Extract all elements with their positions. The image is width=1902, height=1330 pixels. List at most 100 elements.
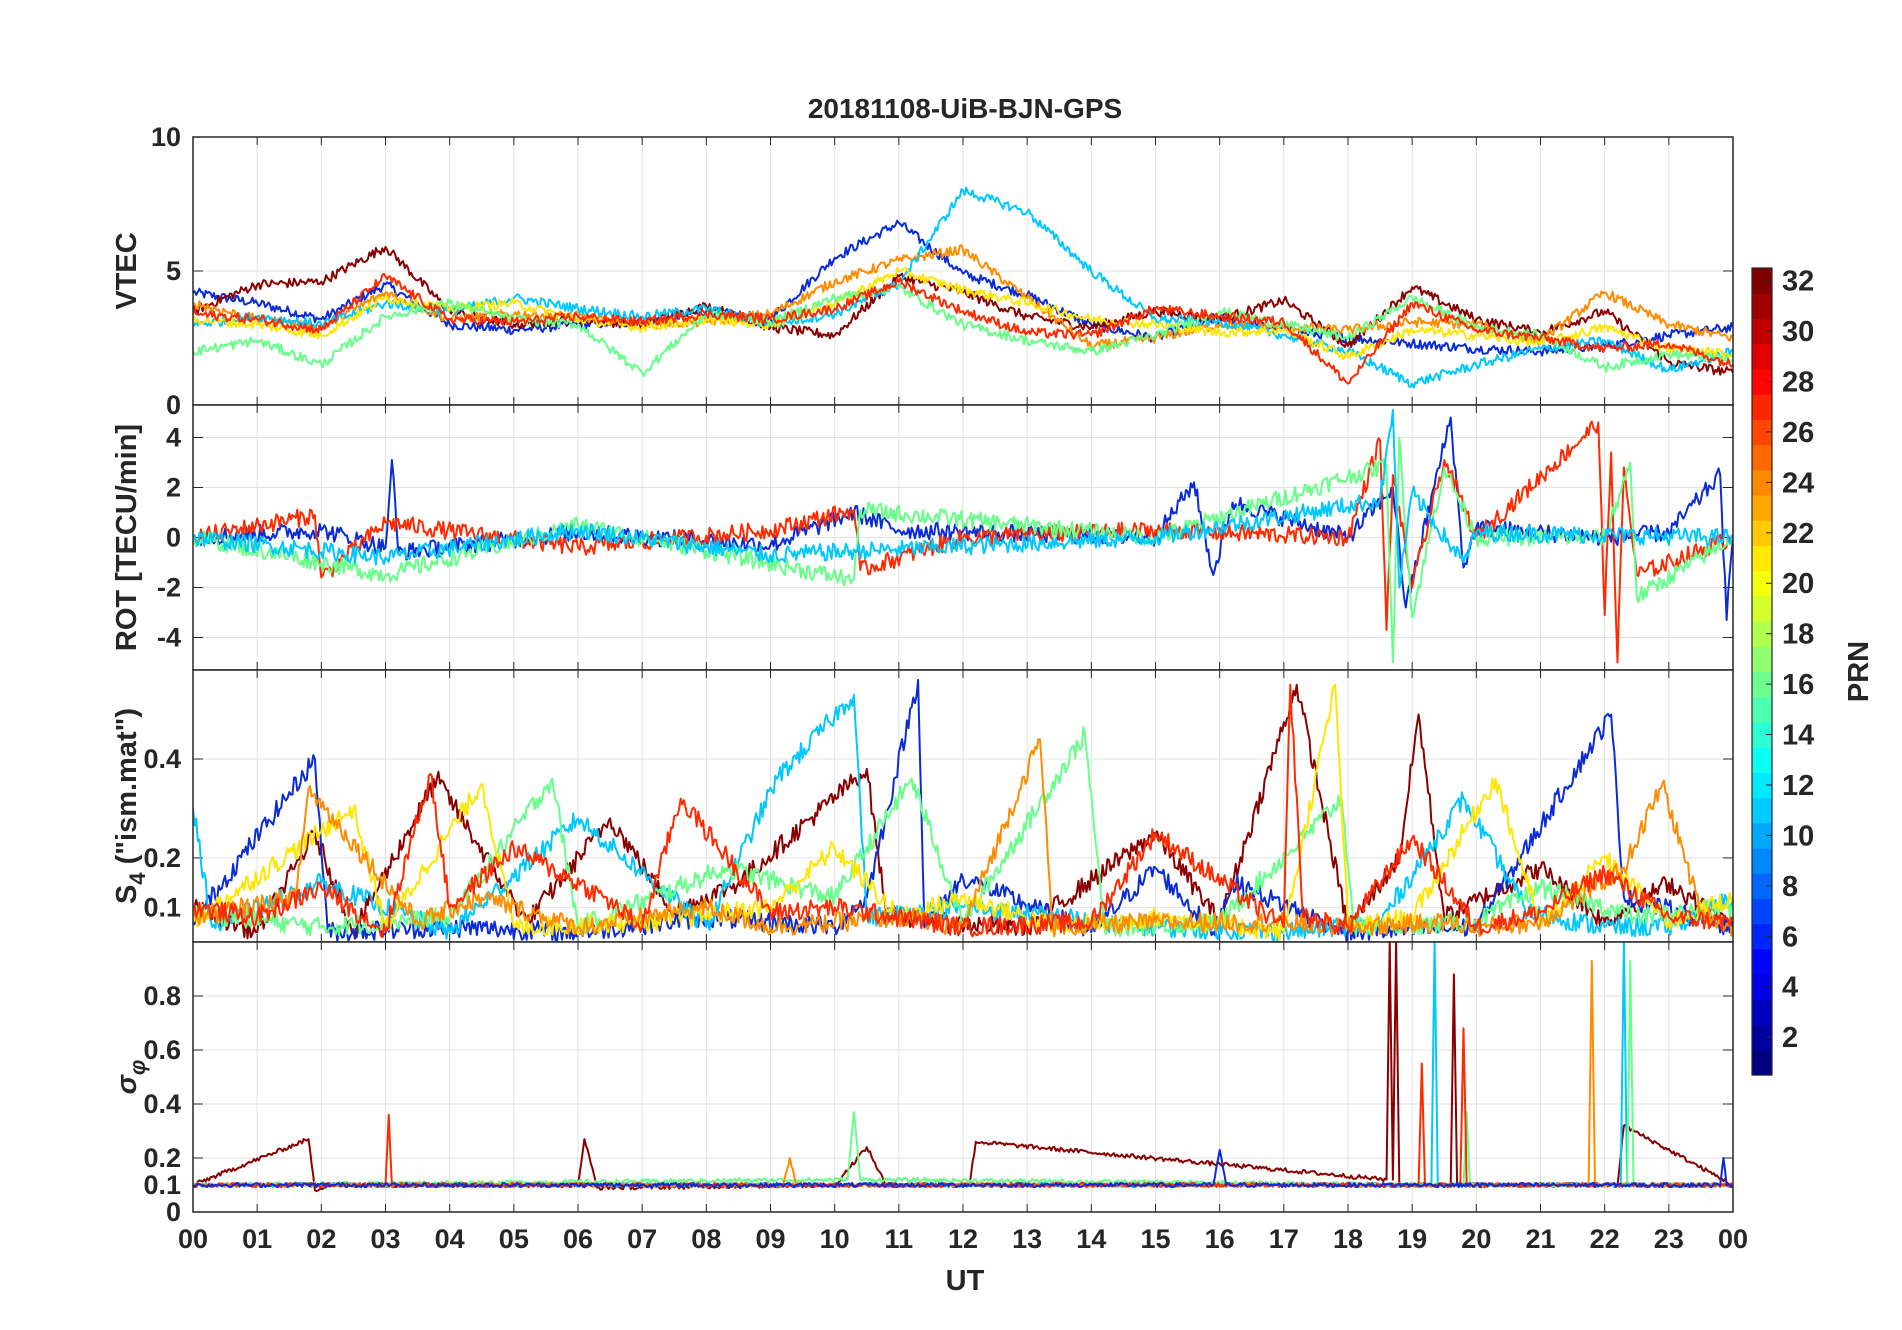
series-line-0 xyxy=(193,416,1733,621)
y-tick-label: 4 xyxy=(166,423,181,453)
colorbar-tick-label: 8 xyxy=(1782,871,1798,903)
series-line-0 xyxy=(193,219,1733,357)
x-tick-label: 11 xyxy=(885,1224,914,1254)
series-line-6 xyxy=(193,683,1733,939)
panel-s4: 0.1 0.2 0.4S4 ("ism.mat") xyxy=(111,669,1734,943)
y-tick-label: 0.2 xyxy=(143,1143,181,1173)
colorbar-segment xyxy=(1752,494,1772,521)
colorbar-segment xyxy=(1752,974,1772,1000)
panel-vtec: 0 5 10 VTEC xyxy=(111,122,1734,420)
colorbar-segment xyxy=(1752,948,1772,975)
x-tick-label: 03 xyxy=(370,1224,400,1254)
colorbar-segment xyxy=(1752,570,1772,597)
colorbar-tick-label: 4 xyxy=(1782,972,1798,1004)
colorbar-segment xyxy=(1752,343,1772,370)
colorbar-segment xyxy=(1752,621,1772,647)
series-line-6 xyxy=(193,272,1733,385)
colorbar-frame xyxy=(1751,267,1773,1076)
y-tick-label: 2 xyxy=(166,473,181,503)
colorbar-segment xyxy=(1752,671,1772,698)
colorbar-tick-label: 2 xyxy=(1782,1022,1798,1054)
x-tick-label: 14 xyxy=(1076,1224,1106,1254)
x-tick-label: 08 xyxy=(691,1224,721,1254)
x-tick-label: 22 xyxy=(1590,1224,1620,1254)
x-tick-label: 16 xyxy=(1205,1224,1235,1254)
colorbar-segment xyxy=(1752,772,1772,799)
x-axis-label: UT xyxy=(946,1265,985,1297)
colorbar-tick-label: 12 xyxy=(1782,770,1814,802)
series-line-3 xyxy=(193,409,1733,589)
y-axis-label: σφ xyxy=(111,1060,150,1095)
y-tick-label: 0 xyxy=(166,523,181,553)
y-axis-label: S4 ("ism.mat") xyxy=(111,708,150,904)
colorbar-tick-label: 28 xyxy=(1782,366,1814,398)
y-tick-label: 0.4 xyxy=(143,1089,181,1119)
x-tick-label: 05 xyxy=(499,1224,529,1254)
x-tick-label: 10 xyxy=(820,1224,850,1254)
series-line-0 xyxy=(193,683,1733,940)
x-tick-label: 01 xyxy=(242,1224,272,1254)
colorbar-segment xyxy=(1752,797,1772,824)
series-group xyxy=(193,678,1733,942)
colorbar-tick-label: 32 xyxy=(1782,266,1814,298)
colorbar-tick-label: 30 xyxy=(1782,316,1814,348)
colorbar-segment xyxy=(1752,1049,1772,1076)
y-tick-label: 5 xyxy=(166,256,181,286)
colorbar-segment xyxy=(1752,721,1772,748)
y-tick-label: 0.1 xyxy=(143,1170,181,1200)
y-tick-label: 0.1 xyxy=(143,892,181,922)
x-tick-label: 02 xyxy=(306,1224,336,1254)
colorbar-segment xyxy=(1752,318,1772,345)
y-tick-label: 0.8 xyxy=(143,981,181,1011)
x-tick-label: 15 xyxy=(1140,1224,1170,1254)
colorbar-segment xyxy=(1752,293,1772,320)
x-tick-label: 04 xyxy=(435,1224,465,1254)
x-tick-label: 06 xyxy=(563,1224,593,1254)
colorbar-segment xyxy=(1752,1024,1772,1051)
y-tick-label: 10 xyxy=(151,122,181,152)
colorbar-segment xyxy=(1752,898,1772,925)
colorbar-segment xyxy=(1752,848,1772,874)
colorbar-segment xyxy=(1752,368,1772,395)
colorbar-tick-label: 14 xyxy=(1782,720,1814,752)
colorbar-segment xyxy=(1752,394,1772,420)
colorbar-segment xyxy=(1752,595,1772,622)
colorbar-segment xyxy=(1752,696,1772,723)
colorbar-segment xyxy=(1752,520,1772,547)
x-tick-label: 20 xyxy=(1461,1224,1491,1254)
colorbar-tick-label: 20 xyxy=(1782,568,1814,600)
series-group xyxy=(193,409,1733,664)
x-tick-label: 23 xyxy=(1654,1224,1684,1254)
colorbar-tick-label: 24 xyxy=(1782,467,1814,499)
series-line-2 xyxy=(193,693,1733,942)
y-tick-label: 0 xyxy=(166,390,181,420)
colorbar-label: PRN xyxy=(1843,641,1875,702)
series-line-2 xyxy=(193,436,1733,664)
x-tick-label: 13 xyxy=(1012,1224,1042,1254)
panel-sigma_phi: 00.10.2 0.4 0.6 0.8 σφ 00 01 02 03 04 05 06 07 08 09 10… xyxy=(111,941,1748,1254)
x-tick-label: 00 xyxy=(1718,1224,1748,1254)
y-tick-label: -2 xyxy=(157,573,181,603)
colorbar-tick-label: 26 xyxy=(1782,417,1814,449)
series-line-4 xyxy=(193,1027,1733,1189)
colorbar-segment xyxy=(1752,268,1772,294)
panel-rot: -4 -2 0 2 4 ROT [TECU/min] xyxy=(111,404,1734,671)
colorbar-segment xyxy=(1752,923,1772,950)
y-axis-label: ROT [TECU/min] xyxy=(111,424,143,651)
colorbar-segment xyxy=(1752,545,1772,572)
y-tick-label: -4 xyxy=(157,623,181,653)
colorbar-segment xyxy=(1752,747,1772,773)
colorbar-segment xyxy=(1752,444,1772,471)
x-tick-label: 07 xyxy=(627,1224,657,1254)
colorbar-segment xyxy=(1752,469,1772,496)
colorbar-tick-label: 10 xyxy=(1782,820,1814,852)
series-line-5 xyxy=(193,1148,1733,1189)
chart-title: 20181108-UiB-BJN-GPS xyxy=(808,93,1122,124)
series-line-4 xyxy=(193,683,1733,942)
x-tick-label: 19 xyxy=(1397,1224,1427,1254)
series-line-4 xyxy=(193,267,1733,361)
series-line-5 xyxy=(193,283,1733,378)
